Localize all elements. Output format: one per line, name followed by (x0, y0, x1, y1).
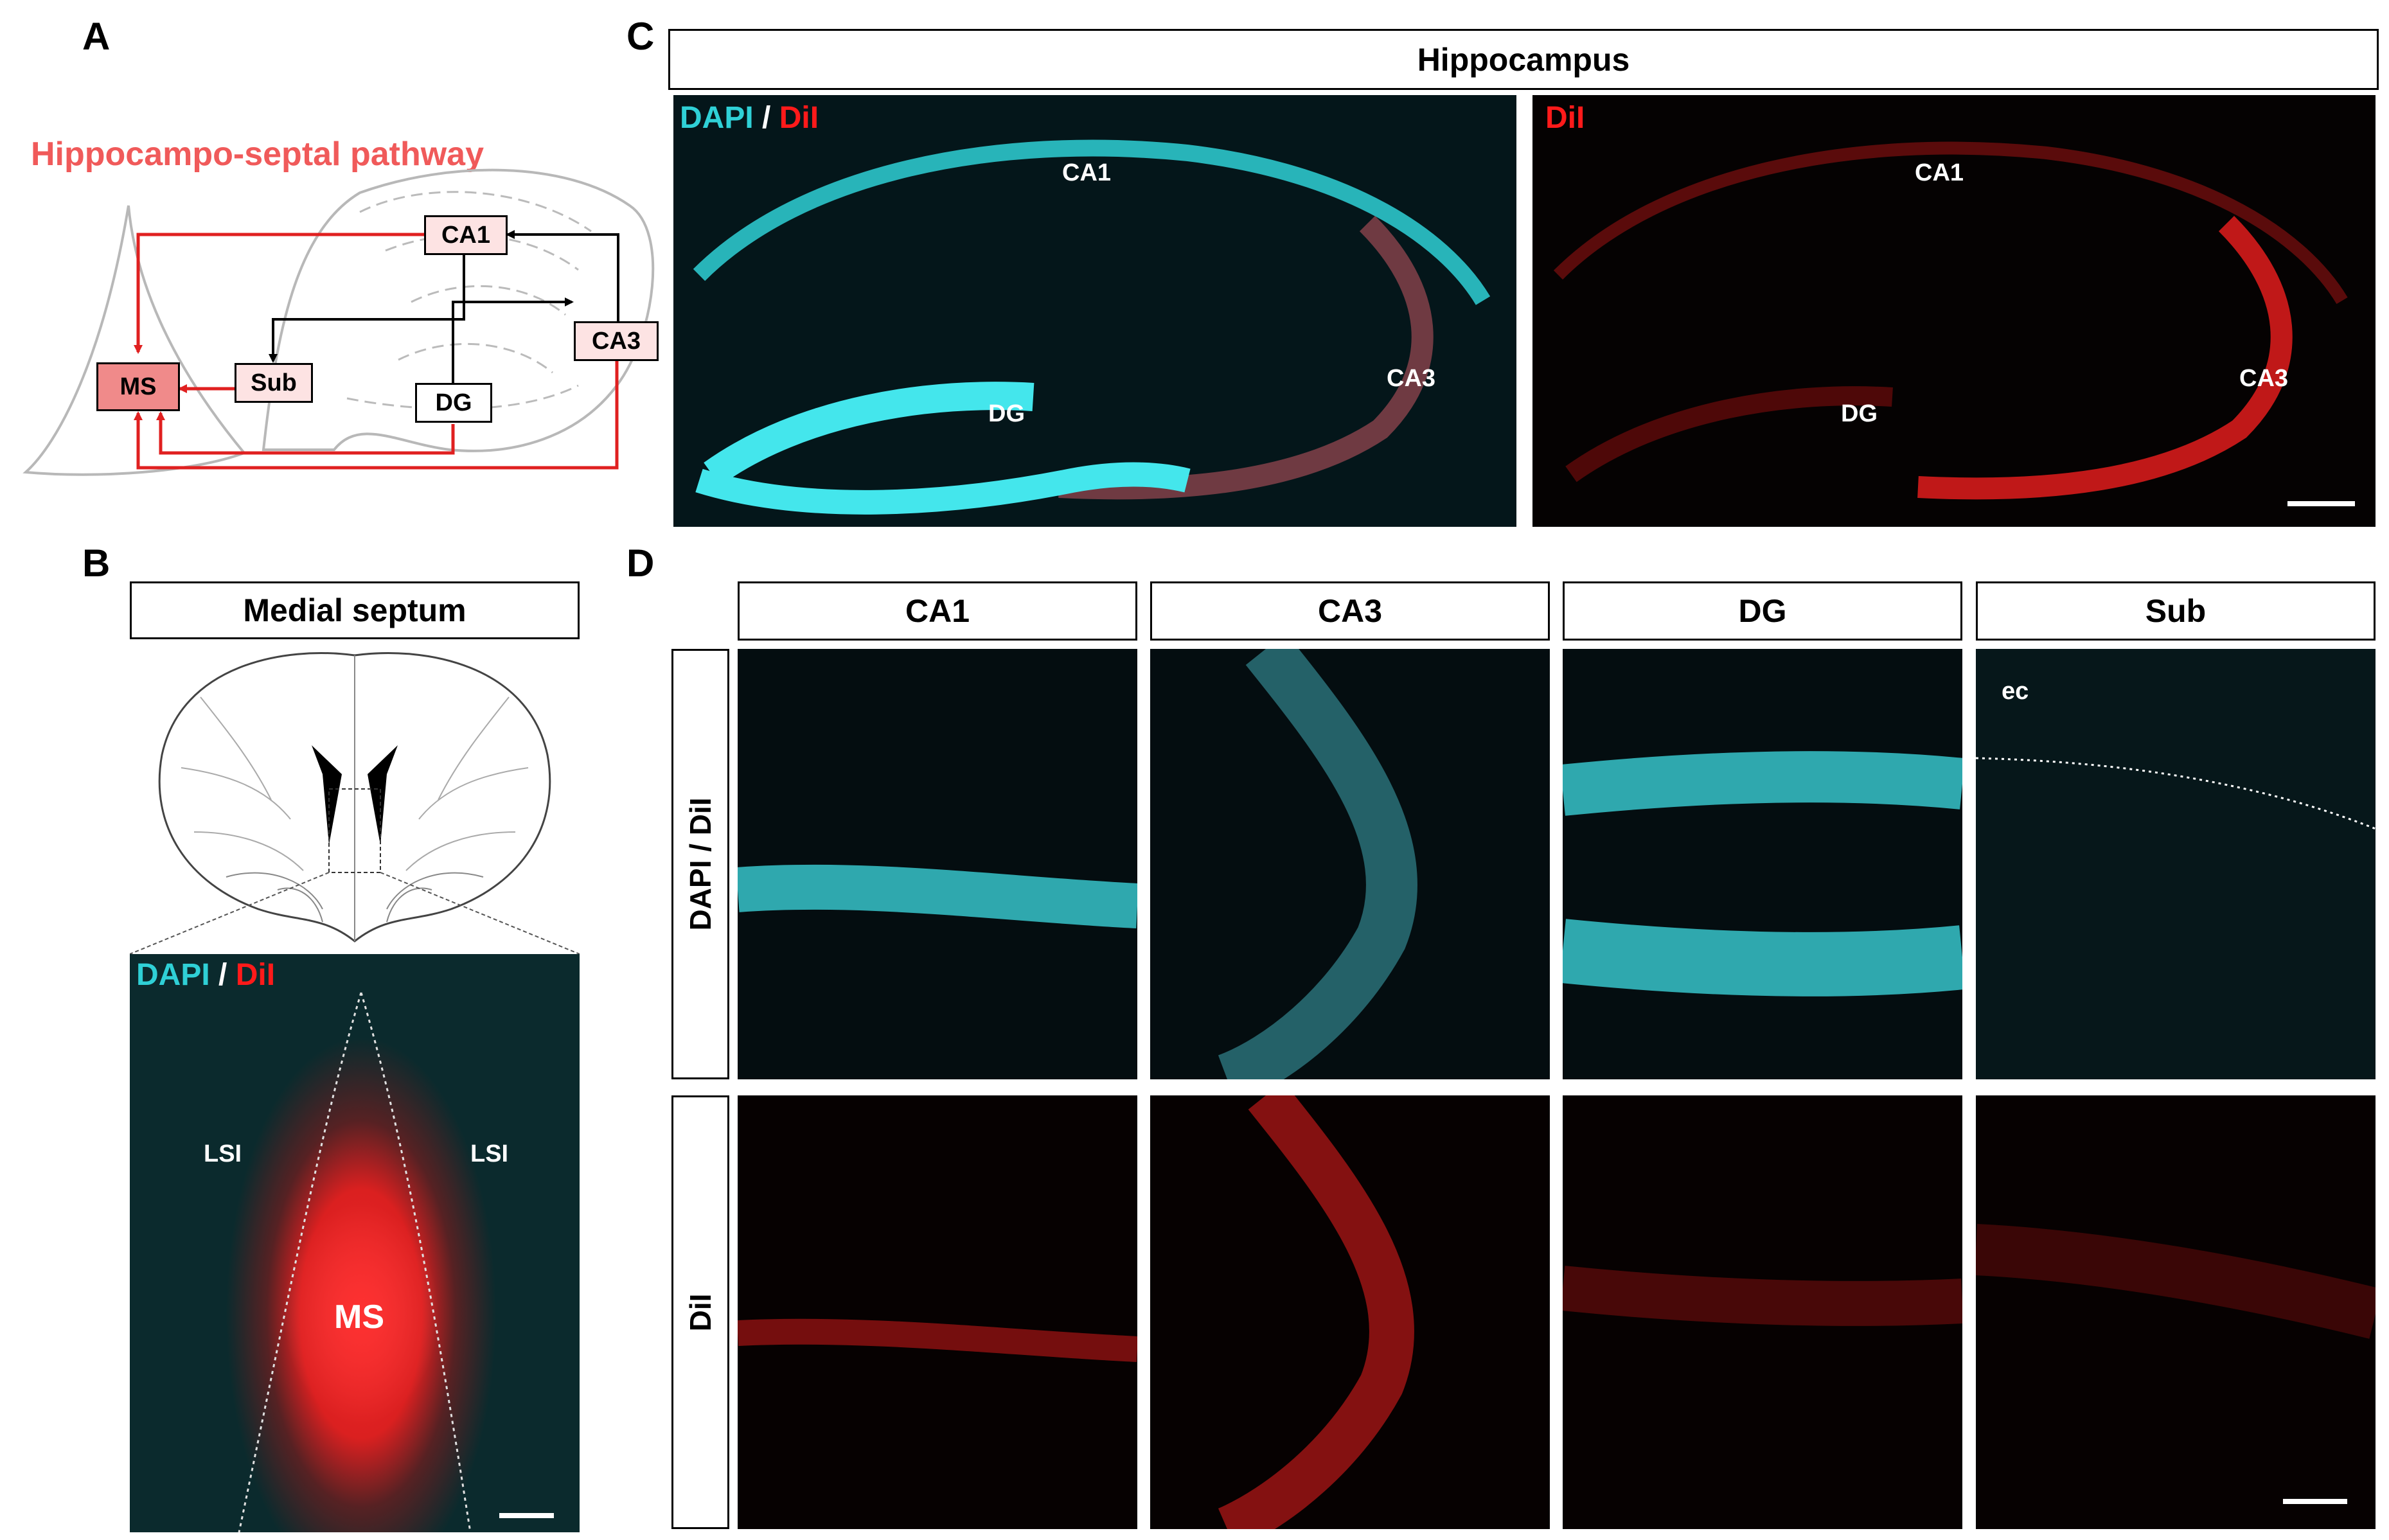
coronal-atlas-sketch (130, 639, 580, 954)
hippo-left-channel-dapi: DAPI (680, 101, 754, 135)
panel-d-row-header-1: DAPI / DiI (671, 649, 729, 1079)
septum-overlay (238, 992, 472, 1532)
panel-a-schematic (22, 168, 655, 476)
hippo-left-channel-dii: DiI (779, 101, 819, 135)
panel-d-scale-bar (2283, 1499, 2347, 1504)
panel-d-row-header-2: DiI (671, 1095, 729, 1529)
panel-b-letter: B (82, 542, 111, 585)
hippo-left-label-ca3: CA3 (1387, 365, 1436, 392)
label-lsi-right: LSI (470, 1140, 509, 1167)
septum-channel-dii: DiI (235, 958, 276, 992)
hippocampus-outline (262, 168, 655, 452)
d-merged-sub: ec (1976, 649, 2376, 1079)
node-ca3: CA3 (574, 321, 659, 361)
panel-c-header: Hippocampus (668, 29, 2379, 90)
septum-channel-dapi: DAPI (136, 958, 210, 992)
atlas-roi-box (328, 788, 381, 873)
panel-d-letter: D (626, 542, 655, 585)
panel-d-col-header-2: CA3 (1150, 581, 1550, 641)
hippo-left-label-dg: DG (988, 400, 1025, 427)
label-lsi-left: LSI (204, 1140, 242, 1167)
septum-scale-bar (499, 1513, 554, 1518)
panel-d-col-header-1: CA1 (738, 581, 1137, 641)
panel-a-title: Hippocampo-septal pathway (31, 136, 484, 173)
panel-d-row-label-1: DAPI / DiI (684, 797, 717, 931)
hippocampus-merged-micrograph: DAPI / DiI CA1 CA3 DG (673, 95, 1516, 527)
label-ms: MS (334, 1298, 384, 1336)
septum-outline (22, 205, 247, 476)
d-merged-ca1 (738, 649, 1137, 1079)
panel-b-header: Medial septum (130, 581, 580, 639)
panel-a-letter: A (82, 15, 111, 58)
hippo-left-channel-sep: / (762, 101, 771, 135)
hippocampus-scale-bar (2287, 501, 2355, 506)
hippo-right-label-dg: DG (1841, 400, 1878, 427)
hippocampus-merged-structures (693, 139, 1491, 515)
hippocampus-dii-micrograph: DiI CA1 CA3 DG (1532, 95, 2376, 527)
d-dii-sub (1976, 1095, 2376, 1529)
hippocampus-dii-structures (1553, 141, 2348, 500)
hippo-right-label-ca1: CA1 (1915, 159, 1964, 186)
panel-d-row-label-2: DiI (684, 1293, 717, 1331)
d-dii-dg (1563, 1095, 1962, 1529)
septum-channel-sep: / (218, 958, 227, 992)
septum-micrograph: DAPI / DiI LSI LSI MS (130, 954, 580, 1532)
node-ms: MS (96, 362, 180, 411)
panel-c-letter: C (626, 15, 655, 58)
node-sub: Sub (235, 363, 313, 403)
panel-d-col-header-3: DG (1563, 581, 1962, 641)
node-dg: DG (415, 383, 492, 423)
d-dii-ca3 (1150, 1095, 1550, 1529)
label-ec: ec (2002, 678, 2029, 705)
panel-d-col-header-4: Sub (1976, 581, 2376, 641)
d-dii-ca1 (738, 1095, 1137, 1529)
hippo-right-channel-dii: DiI (1545, 101, 1585, 135)
d-merged-dg (1563, 649, 1962, 1079)
node-ca1: CA1 (424, 215, 508, 255)
hippo-right-label-ca3: CA3 (2239, 365, 2289, 392)
d-merged-ca3 (1150, 649, 1550, 1079)
hippo-left-label-ca1: CA1 (1062, 159, 1112, 186)
